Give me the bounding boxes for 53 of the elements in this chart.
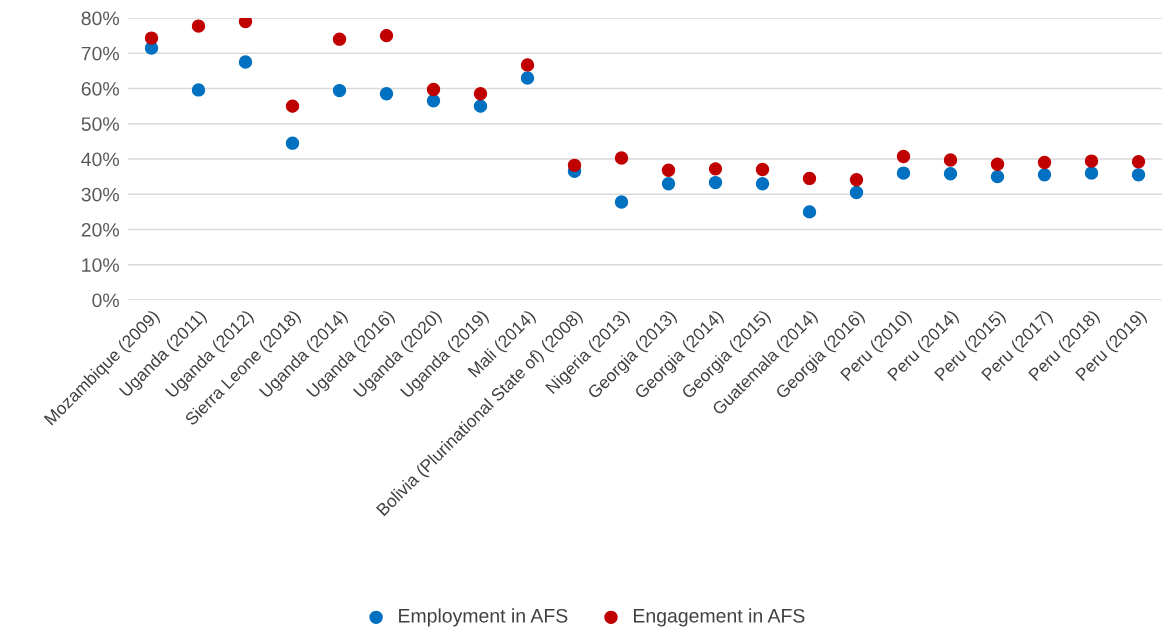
y-tick-label: 70% xyxy=(81,46,119,61)
point xyxy=(332,83,347,98)
point xyxy=(849,185,864,200)
y-tick-label: 30% xyxy=(81,187,119,202)
point xyxy=(943,167,958,181)
point xyxy=(1131,168,1146,182)
point xyxy=(755,162,770,177)
y-tick-label: 0% xyxy=(92,293,119,308)
point xyxy=(238,18,253,29)
point xyxy=(661,176,676,191)
y-tick-label: 60% xyxy=(81,81,119,96)
point xyxy=(849,173,864,187)
point xyxy=(661,163,676,177)
point xyxy=(1131,155,1146,169)
point xyxy=(614,195,629,209)
point xyxy=(708,162,723,176)
point xyxy=(520,71,535,85)
point xyxy=(191,19,206,33)
legend-label: Engagement in AFS xyxy=(634,608,805,627)
point xyxy=(426,82,441,97)
point xyxy=(473,99,488,113)
y-tick-label: 20% xyxy=(81,222,119,237)
y-tick-label: 50% xyxy=(81,117,119,131)
point xyxy=(379,28,394,43)
point xyxy=(426,94,441,108)
point xyxy=(332,32,347,46)
point xyxy=(708,175,723,190)
y-tick-label: 10% xyxy=(82,258,119,272)
y-tick-label: 80% xyxy=(81,11,119,26)
point xyxy=(896,149,911,164)
point xyxy=(802,171,817,186)
point xyxy=(379,87,394,101)
point xyxy=(1037,168,1052,182)
point xyxy=(285,99,300,113)
point xyxy=(990,157,1005,171)
point xyxy=(802,205,817,219)
point xyxy=(943,153,958,167)
point xyxy=(1084,166,1099,180)
point xyxy=(191,83,206,97)
point xyxy=(614,151,629,165)
point xyxy=(473,87,488,101)
point xyxy=(285,136,300,150)
point xyxy=(1037,155,1052,170)
point xyxy=(520,58,535,72)
point xyxy=(567,158,582,173)
point xyxy=(1084,154,1099,168)
point xyxy=(990,169,1005,184)
point xyxy=(755,176,770,191)
legend-label: Employment in AFS xyxy=(399,608,568,627)
point xyxy=(896,166,911,180)
point xyxy=(238,55,253,69)
point xyxy=(144,31,159,45)
y-tick-label: 40% xyxy=(81,152,119,167)
